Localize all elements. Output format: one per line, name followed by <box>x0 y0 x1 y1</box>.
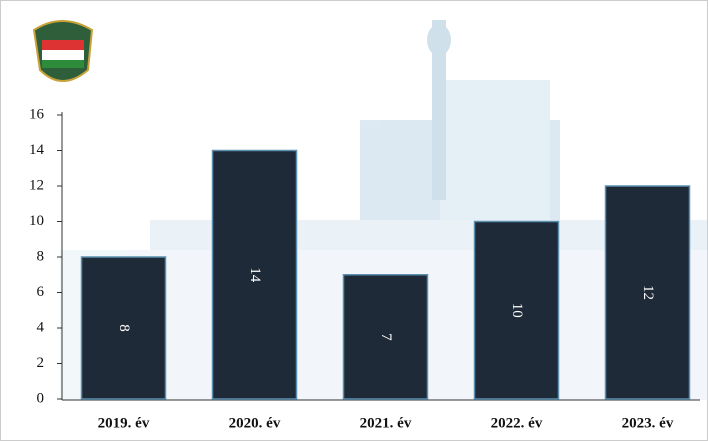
bar <box>604 185 691 400</box>
x-tick-label: 2022. év <box>491 415 543 431</box>
x-tick-label: 2021. év <box>360 415 412 431</box>
bar <box>473 220 560 400</box>
y-tick-label: 6 <box>37 284 45 300</box>
y-tick-label: 2 <box>37 355 45 371</box>
data-label: 8 <box>116 324 132 332</box>
bar <box>80 256 167 400</box>
data-label: 7 <box>378 333 394 341</box>
x-tick-label: 2019. év <box>98 415 150 431</box>
y-tick-label: 12 <box>29 177 44 193</box>
y-tick-label: 4 <box>37 319 45 335</box>
y-tick-label: 10 <box>29 213 44 229</box>
y-tick-label: 16 <box>29 106 45 122</box>
data-label: 12 <box>640 285 656 300</box>
x-tick-label: 2023. év <box>622 415 674 431</box>
bar <box>342 274 429 400</box>
data-label: 14 <box>247 267 263 283</box>
y-tick-label: 0 <box>37 390 45 406</box>
y-tick-label: 14 <box>29 142 45 158</box>
logo <box>32 20 94 82</box>
bar <box>211 149 298 400</box>
y-tick-label: 8 <box>37 248 45 264</box>
data-label: 10 <box>509 303 525 318</box>
x-tick-label: 2020. év <box>229 415 281 431</box>
